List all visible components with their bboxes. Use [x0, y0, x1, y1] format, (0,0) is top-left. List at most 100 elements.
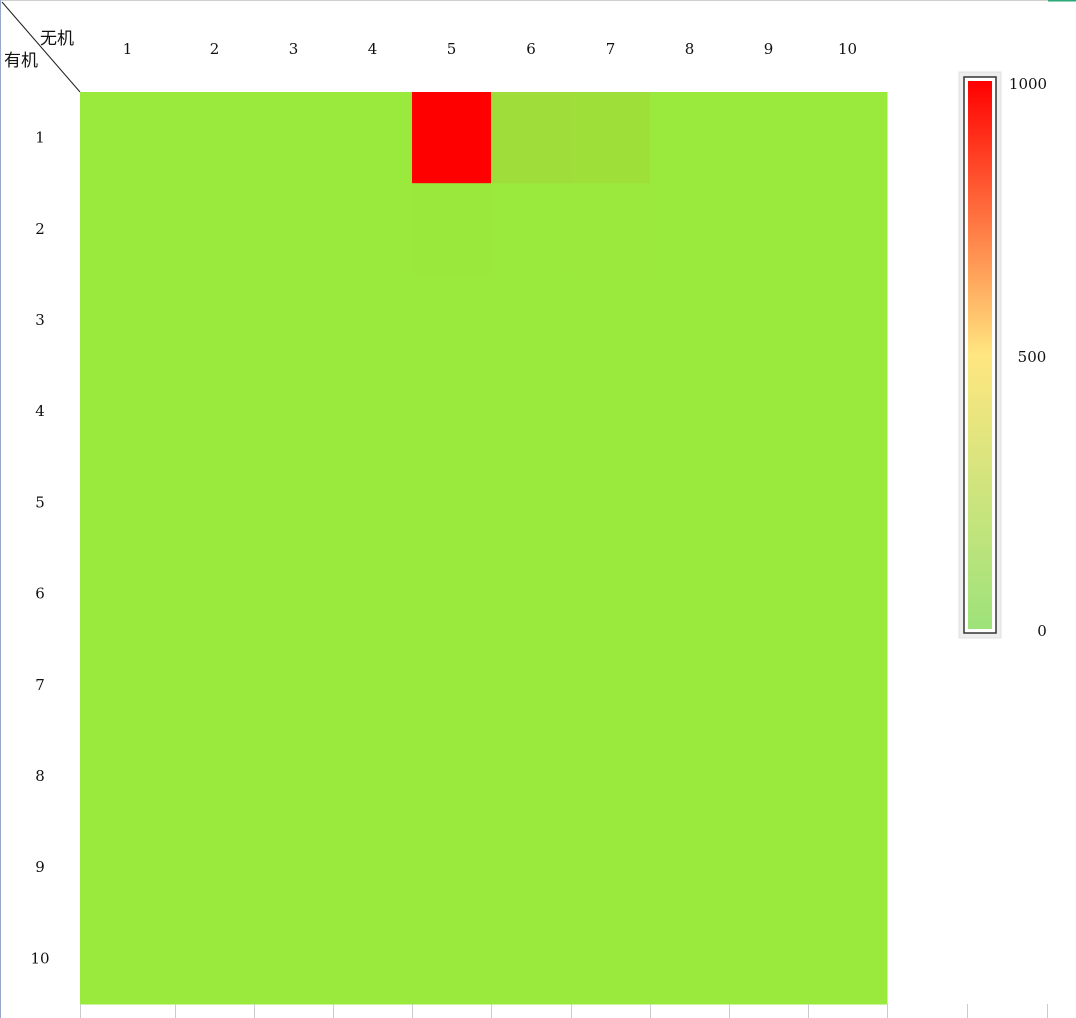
row-label-1: 1 — [35, 129, 45, 147]
heatmap-cell-r6-c10 — [808, 548, 888, 640]
heatmap-cell-r10-c5 — [412, 912, 492, 1005]
heatmap-cell-r3-c1 — [80, 274, 176, 367]
heatmap-cell-r8-c4 — [333, 730, 413, 823]
heatmap-cell-r6-c5 — [412, 548, 492, 640]
heatmap-cell-r4-c4 — [333, 365, 413, 458]
heatmap-cell-r6-c1 — [80, 548, 176, 640]
heatmap-cell-r10-c1 — [80, 912, 176, 1005]
heatmap-cell-r5-c9 — [729, 456, 809, 549]
heatmap-cell-r4-c8 — [650, 365, 730, 458]
legend-gradient-bar — [968, 81, 992, 629]
heatmap-cell-r1-c9 — [729, 92, 809, 184]
heatmap-cell-r10-c7 — [571, 912, 651, 1005]
heatmap-cell-r9-c4 — [333, 821, 413, 914]
heatmap-cell-r5-c8 — [650, 456, 730, 549]
heatmap-cell-r10-c4 — [333, 912, 413, 1005]
heatmap-cell-r8-c3 — [254, 730, 334, 823]
heatmap-cell-r6-c2 — [175, 548, 255, 640]
heatmap-cell-r2-c8 — [650, 183, 730, 275]
column-label-6: 6 — [526, 40, 536, 58]
heatmap-cell-r1-c10 — [808, 92, 888, 184]
heatmap-cell-r9-c7 — [571, 821, 651, 914]
heatmap-cell-r2-c5 — [412, 183, 492, 275]
heatmap-cell-r9-c9 — [729, 821, 809, 914]
row-label-6: 6 — [35, 585, 45, 603]
heatmap-cell-r2-c10 — [808, 183, 888, 275]
row-label-9: 9 — [35, 858, 45, 876]
heatmap-cell-r3-c7 — [571, 274, 651, 367]
legend-min-label: 0 — [1037, 622, 1047, 640]
heatmap-cell-r6-c9 — [729, 548, 809, 640]
heatmap-cell-r1-c2 — [175, 92, 255, 184]
heatmap-cell-r10-c9 — [729, 912, 809, 1005]
column-label-3: 3 — [289, 40, 299, 58]
heatmap-cell-r3-c9 — [729, 274, 809, 367]
column-label-2: 2 — [210, 40, 220, 58]
heatmap-cell-r1-c1 — [80, 92, 176, 184]
row-tick-labels: 1 2 3 4 5 6 7 8 9 10 — [30, 129, 49, 968]
heatmap-cell-r10-c2 — [175, 912, 255, 1005]
heatmap-cell-r4-c3 — [254, 365, 334, 458]
heatmap-cell-r2-c2 — [175, 183, 255, 275]
heatmap-cell-r6-c6 — [491, 548, 572, 640]
heatmap-cell-r7-c2 — [175, 639, 255, 731]
column-label-4: 4 — [368, 40, 378, 58]
column-tick-labels: 1 2 3 4 5 6 7 8 9 10 — [123, 40, 857, 58]
row-header-label: 有机 — [4, 51, 38, 71]
heatmap-cell-r2-c4 — [333, 183, 413, 275]
heatmap-cell-r1-c5 — [412, 92, 492, 184]
heatmap-cell-r7-c10 — [808, 639, 888, 731]
heatmap-cell-r1-c7 — [571, 92, 651, 184]
column-label-7: 7 — [606, 40, 616, 58]
corner-diagonal-line — [1, 1, 81, 93]
heatmap-cell-r5-c3 — [254, 456, 334, 549]
heatmap-cell-r6-c8 — [650, 548, 730, 640]
heatmap-cell-r8-c9 — [729, 730, 809, 823]
heatmap-cell-r7-c4 — [333, 639, 413, 731]
column-header-label: 无机 — [40, 29, 74, 49]
heatmap-cells — [80, 92, 888, 1005]
column-label-5: 5 — [447, 40, 457, 58]
column-label-8: 8 — [685, 40, 695, 58]
heatmap-cell-r8-c2 — [175, 730, 255, 823]
heatmap-cell-r10-c8 — [650, 912, 730, 1005]
heatmap-cell-r2-c6 — [491, 183, 572, 275]
heatmap-cell-r9-c8 — [650, 821, 730, 914]
bottom-tick-marks — [80, 1004, 1048, 1018]
heatmap-cell-r8-c10 — [808, 730, 888, 823]
heatmap-cell-r3-c10 — [808, 274, 888, 367]
heatmap-cell-r7-c7 — [571, 639, 651, 731]
heatmap-cell-r1-c3 — [254, 92, 334, 184]
heatmap-cell-r4-c7 — [571, 365, 651, 458]
heatmap-cell-r8-c7 — [571, 730, 651, 823]
heatmap-cell-r2-c7 — [571, 183, 651, 275]
heatmap-cell-r6-c3 — [254, 548, 334, 640]
heatmap-cell-r8-c1 — [80, 730, 176, 823]
heatmap-cell-r4-c2 — [175, 365, 255, 458]
heatmap-cell-r7-c9 — [729, 639, 809, 731]
heatmap-cell-r4-c5 — [412, 365, 492, 458]
heatmap-cell-r6-c7 — [571, 548, 651, 640]
heatmap-cell-r10-c10 — [808, 912, 888, 1005]
column-label-10: 10 — [838, 40, 857, 58]
column-label-1: 1 — [123, 40, 133, 58]
heatmap-cell-r2-c1 — [80, 183, 176, 275]
color-legend: 1000 500 0 — [958, 71, 1047, 640]
row-label-10: 10 — [30, 949, 49, 967]
heatmap-cell-r5-c6 — [491, 456, 572, 549]
heatmap-cell-r7-c5 — [412, 639, 492, 731]
heatmap-cell-r9-c1 — [80, 821, 176, 914]
heatmap-cell-r1-c8 — [650, 92, 730, 184]
legend-mid-label: 500 — [1018, 348, 1047, 366]
heatmap-cell-r10-c3 — [254, 912, 334, 1005]
heatmap-cell-r5-c10 — [808, 456, 888, 549]
heatmap-cell-r4-c6 — [491, 365, 572, 458]
heatmap-cell-r3-c6 — [491, 274, 572, 367]
heatmap-cell-r3-c5 — [412, 274, 492, 367]
heatmap-cell-r8-c8 — [650, 730, 730, 823]
heatmap-cell-r9-c10 — [808, 821, 888, 914]
heatmap-cell-r1-c4 — [333, 92, 413, 184]
legend-max-label: 1000 — [1009, 75, 1047, 93]
row-label-5: 5 — [35, 493, 45, 511]
